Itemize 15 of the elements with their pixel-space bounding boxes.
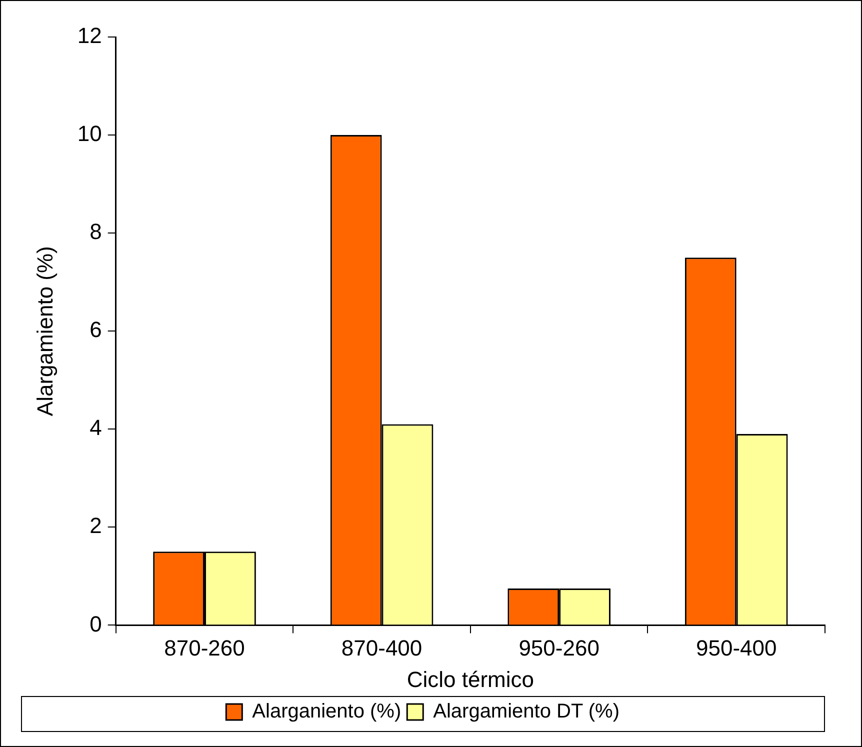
x-tick-label: 950-400 — [696, 635, 777, 660]
y-tick-label: 10 — [77, 121, 102, 146]
legend-label: Alarganiento (%) — [252, 700, 402, 723]
y-tick-label: 8 — [90, 219, 102, 244]
y-tick-label: 0 — [90, 611, 102, 636]
y-tick-label: 12 — [77, 23, 102, 48]
y-tick-label: 6 — [90, 317, 102, 342]
legend-label: Alargamiento DT (%) — [433, 700, 620, 723]
x-tick-label: 870-260 — [164, 635, 245, 660]
y-tick-label: 4 — [90, 415, 102, 440]
x-tick-label: 950-260 — [518, 635, 600, 660]
y-axis-title: Alargamiento (%) — [32, 246, 58, 416]
x-tick-label: 870-400 — [341, 635, 422, 660]
y-tick-label: 2 — [90, 513, 102, 538]
x-axis-title: Ciclo térmico — [406, 666, 534, 692]
